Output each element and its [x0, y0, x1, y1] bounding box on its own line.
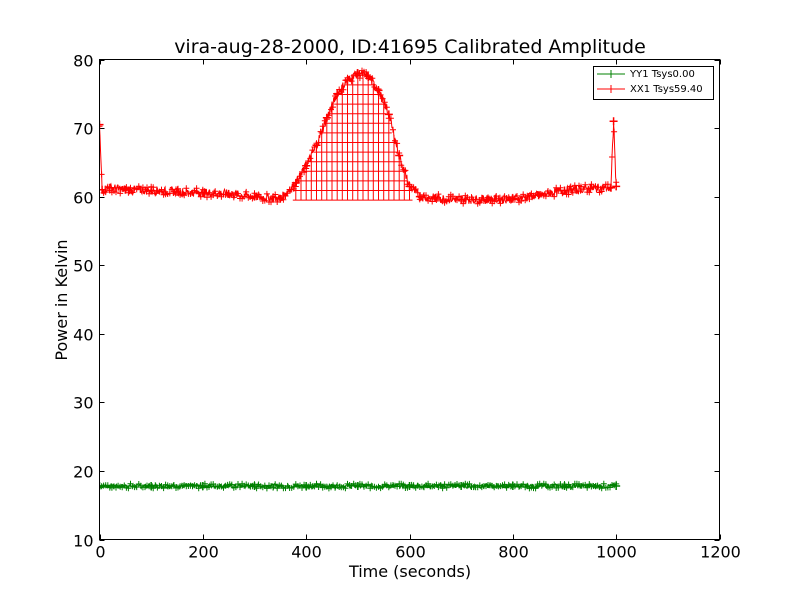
data-point [374, 86, 383, 95]
y-tick-label: 60 [73, 189, 93, 208]
y-axis-label: Power in Kelvin [52, 239, 71, 360]
data-point [333, 89, 342, 98]
x-axis-label: Time (seconds) [348, 562, 471, 581]
data-point [198, 482, 207, 491]
plot-frame [99, 59, 720, 540]
data-point [609, 117, 618, 126]
data-point [322, 113, 331, 122]
chart-title: vira-aug-28-2000, ID:41695 Calibrated Am… [174, 36, 646, 58]
legend-box [593, 66, 714, 100]
legend-marker-yy1 [607, 70, 615, 78]
data-point [415, 192, 424, 201]
x-tick-label: 1200 [700, 543, 741, 562]
y-tick-label: 70 [73, 120, 93, 139]
data-point [612, 182, 621, 191]
data-point [508, 482, 517, 491]
data-point [173, 187, 181, 196]
data-point [431, 194, 440, 203]
x-tick-label: 600 [395, 543, 426, 562]
y-tick-label: 20 [73, 463, 93, 482]
data-point [291, 178, 300, 187]
legend: YY1 Tsys0.00 XX1 Tsys59.40 [593, 66, 714, 100]
x-tick-label: 1000 [596, 543, 637, 562]
series-xx1 [99, 67, 621, 207]
data-point [364, 72, 373, 81]
data-point [353, 482, 362, 491]
data-point [224, 189, 233, 198]
data-point [534, 191, 543, 200]
x-tick-label: 200 [188, 543, 219, 562]
x-tick-label: 0 [95, 543, 105, 562]
y-tick-label: 50 [73, 257, 93, 276]
y-tick-label: 80 [73, 52, 93, 71]
data-point [147, 186, 156, 195]
data-point [147, 482, 156, 491]
data-point [405, 182, 414, 191]
data-point [302, 482, 311, 491]
data-point [560, 482, 569, 491]
data-point [312, 141, 321, 150]
data-point [343, 76, 352, 85]
y-tick-label: 30 [73, 394, 93, 413]
data-point [457, 482, 466, 491]
data-point [302, 161, 311, 170]
y-tick-label: 10 [73, 532, 93, 551]
data-point [353, 69, 362, 78]
legend-marker-xx1 [607, 85, 615, 93]
x-tick-label: 800 [498, 543, 529, 562]
data-point [457, 195, 466, 204]
legend-label-xx1: XX1 Tsys59.40 [630, 84, 703, 95]
data-point [586, 184, 595, 193]
data-point [250, 482, 259, 491]
data-point [607, 183, 615, 192]
data-point [105, 183, 114, 192]
series-yy1 [99, 480, 621, 492]
data-point [483, 195, 491, 204]
data-point [384, 110, 393, 119]
data-point [612, 482, 621, 491]
plot-area [99, 59, 720, 540]
legend-label-yy1: YY1 Tsys0.00 [629, 69, 695, 80]
data-point [560, 186, 569, 195]
data-point [121, 185, 130, 194]
data-point [508, 194, 517, 203]
data-point [198, 188, 207, 197]
data-point [276, 194, 285, 203]
data-point [395, 151, 404, 160]
y-tick-label: 40 [73, 326, 93, 345]
data-point [250, 192, 259, 201]
data-point [405, 482, 414, 491]
x-tick-label: 400 [291, 543, 322, 562]
